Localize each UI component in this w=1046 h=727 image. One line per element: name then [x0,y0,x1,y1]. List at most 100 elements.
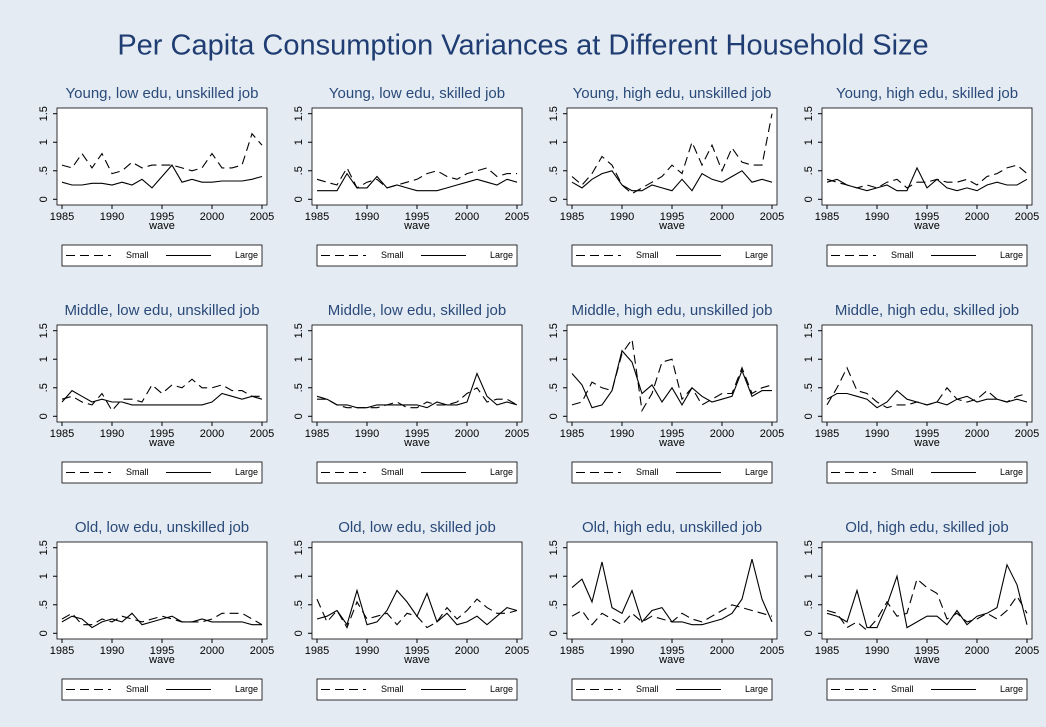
plot-area [56,541,268,640]
x-tick-label: 1985 [50,211,74,223]
series-line [316,166,517,189]
x-axis-label: wave [148,654,175,666]
y-tick-label: .5 [293,383,305,392]
x-tick-label: 2000 [455,645,479,657]
x-tick-label: 1995 [915,428,939,440]
x-tick-label: 2000 [710,211,734,223]
legend [61,461,263,484]
x-tick-label: 1995 [915,211,939,223]
y-tick-label: .5 [803,383,815,392]
panel-title: Middle, high edu, unskilled job [572,302,773,319]
y-tick-label: 1 [548,139,560,145]
y-tick-label: 1.5 [548,540,560,555]
panel-title: Middle, low edu, unskilled job [64,302,259,319]
x-tick-label: 2005 [250,428,274,440]
x-tick-label: 1990 [865,211,889,223]
x-tick-label: 1985 [560,645,584,657]
x-tick-label: 1990 [610,211,634,223]
y-tick-label: 0 [38,196,50,202]
x-tick-label: 1990 [100,211,124,223]
series-line [317,172,518,192]
x-tick-label: 2005 [760,211,784,223]
plot-area [821,107,1033,206]
series-line [571,558,773,626]
y-tick-label: 0 [293,630,305,636]
x-axis-label: wave [403,220,430,232]
legend [826,678,1028,701]
x-tick-label: 1985 [50,428,74,440]
y-tick-label: 0 [803,413,815,419]
x-tick-label: 2005 [250,645,274,657]
y-tick-label: 1 [293,356,305,362]
y-tick-label: 1 [38,356,50,362]
plot-area [311,324,523,423]
y-tick-label: 0 [38,413,50,419]
x-tick-label: 2000 [710,428,734,440]
x-tick-label: 2000 [710,645,734,657]
x-tick-label: 1995 [405,645,429,657]
y-tick-label: .5 [38,600,50,609]
x-tick-label: 2005 [505,211,529,223]
legend-label: Small [126,684,149,694]
x-tick-label: 2005 [505,645,529,657]
y-tick-label: 1.5 [38,106,50,121]
legend-label: Small [891,467,914,477]
x-tick-label: 1995 [405,211,429,223]
series-line [61,378,262,412]
y-tick-label: 1 [38,573,50,579]
x-tick-label: 1990 [610,645,634,657]
y-tick-label: 1.5 [293,540,305,555]
x-tick-label: 2005 [1015,211,1039,223]
series-line [571,113,773,195]
series-line [316,588,518,626]
y-tick-label: 1 [293,139,305,145]
x-axis-label: wave [913,654,940,666]
x-tick-label: 1985 [815,645,839,657]
series-line [826,389,1028,409]
y-tick-label: .5 [293,166,305,175]
x-axis-label: wave [403,437,430,449]
x-tick-label: 2000 [200,211,224,223]
panel-title: Old, high edu, unskilled job [582,519,762,536]
x-tick-label: 1995 [915,645,939,657]
legend-label: Large [1000,250,1023,260]
y-tick-label: .5 [38,166,50,175]
y-tick-label: 0 [548,630,560,636]
legend-label: Small [381,467,404,477]
panel-title: Middle, low edu, skilled job [328,302,506,319]
legend-label: Small [126,250,149,260]
x-tick-label: 1985 [305,428,329,440]
legend-label: Small [891,250,914,260]
x-tick-label: 1995 [660,645,684,657]
y-tick-label: 1 [803,139,815,145]
x-tick-label: 2000 [965,645,989,657]
series-line [571,349,772,409]
x-tick-label: 2005 [760,428,784,440]
y-tick-label: 1 [548,356,560,362]
plot-area [311,541,523,640]
y-tick-label: 0 [548,196,560,202]
plot-area [56,107,268,206]
x-tick-label: 1995 [660,428,684,440]
legend-label: Small [636,467,659,477]
x-tick-label: 1995 [660,211,684,223]
x-tick-label: 1985 [305,645,329,657]
x-tick-label: 1985 [305,211,329,223]
y-tick-label: .5 [548,166,560,175]
figure-title: Per Capita Consumption Variances at Diff… [117,30,928,62]
legend-label: Large [235,250,258,260]
panel-title: Young, low edu, unskilled job [66,85,259,102]
x-tick-label: 1995 [150,428,174,440]
x-axis-label: wave [148,437,175,449]
x-tick-label: 1985 [815,428,839,440]
y-tick-label: 1.5 [38,540,50,555]
x-tick-label: 1990 [610,428,634,440]
series-line [826,578,1028,632]
x-axis-label: wave [913,220,940,232]
x-tick-label: 1990 [355,211,379,223]
panel-title: Young, low edu, skilled job [329,85,505,102]
x-axis-label: wave [403,654,430,666]
series-line [61,612,262,629]
plot-area [311,107,523,206]
series-line [826,166,1028,192]
